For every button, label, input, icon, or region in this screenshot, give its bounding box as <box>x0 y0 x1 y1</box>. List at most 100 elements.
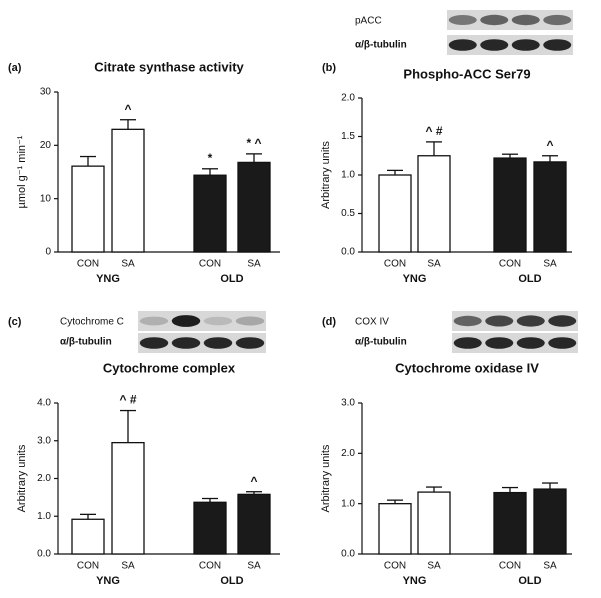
blot-strip <box>452 311 578 331</box>
bar <box>533 488 567 555</box>
significance-mark: * <box>208 151 213 165</box>
blot-band <box>235 316 265 326</box>
blot-label: α/β-tubulin <box>355 337 407 348</box>
blot-label: Cytochrome C <box>60 317 124 328</box>
panel: (b) Phospho-ACC Ser79 Arbitrary units pACC α… <box>320 10 573 285</box>
blot-band <box>453 337 482 349</box>
blot-band <box>171 337 201 349</box>
blot-label: α/β-tubulin <box>355 40 407 51</box>
blot-label: COX IV <box>355 317 389 328</box>
group-label: OLD <box>220 273 243 285</box>
blot-label: α/β-tubulin <box>60 337 112 348</box>
blot-band <box>543 14 572 26</box>
blot-band <box>516 315 545 327</box>
y-axis-label: Arbitrary units <box>16 444 28 512</box>
y-tick-label: 3.0 <box>37 435 51 446</box>
blot-strip <box>452 333 578 353</box>
x-tick-label: SA <box>247 561 261 572</box>
panel: (d) Cytochrome oxidase IV Arbitrary units C… <box>320 311 578 587</box>
y-tick-label: 2.0 <box>37 473 51 484</box>
x-tick-label: SA <box>543 259 557 270</box>
blot-band <box>139 316 169 326</box>
blot-band <box>543 39 572 51</box>
y-tick-label: 1.5 <box>341 131 355 142</box>
x-tick-label: CON <box>77 259 99 270</box>
y-tick-label: 30 <box>40 87 52 98</box>
panel-label: (a) <box>8 62 22 74</box>
y-tick-label: 0.0 <box>37 549 51 560</box>
significance-mark: ^ <box>546 138 553 152</box>
y-axis-label: Arbitrary units <box>320 141 332 209</box>
x-tick-label: SA <box>427 259 441 270</box>
y-tick-label: 0 <box>45 247 51 258</box>
y-tick-label: 1.0 <box>37 511 51 522</box>
blot-band <box>203 337 233 349</box>
panel-label: (d) <box>322 316 336 328</box>
blot-band <box>511 14 540 26</box>
chart-title: Phospho-ACC Ser79 <box>403 66 530 81</box>
x-tick-label: CON <box>384 259 406 270</box>
x-tick-label: SA <box>121 561 135 572</box>
blot-band <box>480 14 509 26</box>
bar <box>378 174 412 253</box>
blot-band <box>453 315 482 327</box>
chart-title: Cytochrome oxidase IV <box>395 360 539 375</box>
blot-band <box>448 15 477 25</box>
group-label: YNG <box>96 273 120 285</box>
bar <box>193 501 227 555</box>
blot-label: pACC <box>355 16 382 27</box>
y-tick-label: 0.0 <box>341 549 355 560</box>
blot-strip <box>138 311 266 331</box>
y-axis-label: Arbitrary units <box>320 444 332 512</box>
panel-label: (c) <box>8 316 22 328</box>
blot-strip <box>447 10 573 30</box>
blot-band <box>203 316 233 326</box>
blot-band <box>448 39 477 51</box>
bar <box>71 518 105 555</box>
y-axis-label: µmol g⁻¹ min⁻¹ <box>16 135 28 208</box>
x-tick-label: CON <box>199 259 221 270</box>
x-tick-label: SA <box>121 259 135 270</box>
blot-band <box>548 337 577 349</box>
chart-title: Citrate synthase activity <box>94 59 244 74</box>
x-tick-label: SA <box>543 561 557 572</box>
bar <box>237 161 271 253</box>
y-tick-label: 20 <box>40 140 52 151</box>
y-tick-label: 0.5 <box>341 208 355 219</box>
blot-band <box>516 337 545 349</box>
blot-band <box>139 337 169 349</box>
bar <box>493 491 527 555</box>
bar <box>111 128 145 253</box>
bar <box>493 157 527 253</box>
bar <box>533 161 567 253</box>
bar <box>417 491 451 555</box>
x-tick-label: CON <box>199 561 221 572</box>
blot-band <box>485 337 514 349</box>
y-tick-label: 2.0 <box>341 93 355 104</box>
blot-band <box>548 315 577 327</box>
panel: (a) Citrate synthase activity µmol g⁻¹ min… <box>8 59 280 285</box>
y-tick-label: 2.0 <box>341 448 355 459</box>
significance-mark: ^ # <box>425 124 442 138</box>
x-tick-label: CON <box>77 561 99 572</box>
group-label: OLD <box>220 575 243 587</box>
blot-band <box>511 39 540 51</box>
blot-band <box>171 315 201 327</box>
y-tick-label: 4.0 <box>37 398 51 409</box>
bar <box>417 155 451 253</box>
panel-label: (b) <box>322 62 336 74</box>
chart-title: Cytochrome complex <box>103 360 236 375</box>
bar <box>237 493 271 555</box>
panel: (c) Cytochrome complex Arbitrary units Cyto… <box>8 311 280 587</box>
y-tick-label: 1.0 <box>341 498 355 509</box>
x-tick-label: CON <box>499 561 521 572</box>
blot-strip <box>447 35 573 55</box>
group-label: OLD <box>518 273 541 285</box>
blot-band <box>480 39 509 51</box>
blot-band <box>485 315 514 327</box>
group-label: OLD <box>518 575 541 587</box>
y-tick-label: 1.0 <box>341 170 355 181</box>
bar <box>111 441 145 555</box>
bar <box>193 174 227 253</box>
